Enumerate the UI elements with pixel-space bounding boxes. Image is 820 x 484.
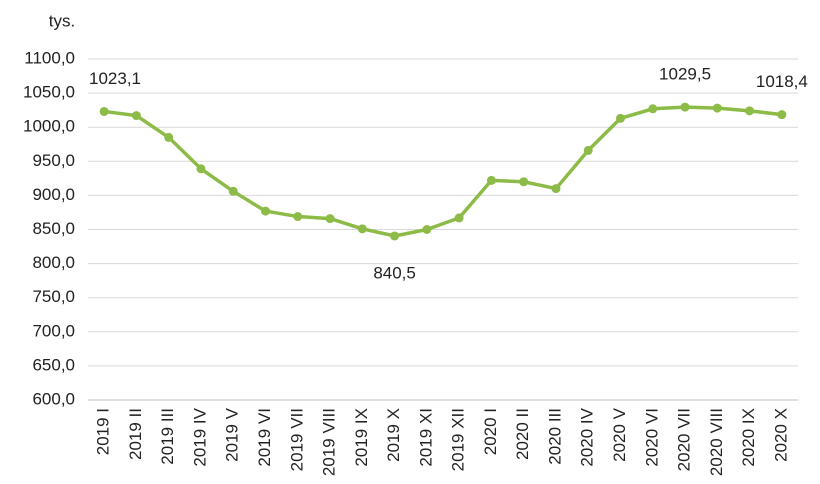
marker (293, 212, 303, 222)
x-tick-label: 2019 XI (416, 408, 435, 467)
marker (486, 175, 496, 185)
x-tick-label: 2019 V (223, 407, 242, 462)
x-tick-label: 2019 II (126, 408, 145, 460)
x-tick-label: 2020 IV (578, 407, 597, 466)
x-tick-label: 2020 II (513, 408, 532, 460)
y-tick-label: 750,0 (32, 287, 75, 306)
marker (712, 103, 722, 113)
x-tick-label: 2020 X (771, 408, 790, 462)
y-tick-label: 1100,0 (24, 48, 75, 67)
marker (325, 214, 335, 224)
y-axis-label: tys. (49, 11, 75, 30)
x-tick-label: 2020 VI (642, 408, 661, 467)
x-tick-label: 2019 I (94, 408, 113, 455)
x-tick-label: 2020 VII (675, 408, 694, 471)
marker (551, 184, 561, 194)
y-tick-label: 950,0 (32, 151, 75, 170)
x-tick-label: 2019 XII (449, 408, 468, 471)
data-label: 840,5 (373, 263, 416, 282)
marker (680, 102, 690, 112)
x-tick-label: 2020 III (545, 408, 564, 465)
y-tick-label: 700,0 (32, 321, 75, 340)
line (103, 105, 783, 238)
x-tick-label: 2019 IX (352, 408, 371, 467)
marker (454, 213, 464, 223)
x-tick-label: 2019 III (158, 408, 177, 465)
x-tick-label: 2019 VII (287, 408, 306, 471)
y-tick-label: 600,0 (32, 389, 75, 408)
marker (261, 206, 270, 216)
marker (196, 164, 206, 174)
marker (519, 177, 529, 187)
x-tick-label: 2019 VI (255, 408, 274, 467)
data-label: 1018,4 (756, 72, 808, 91)
data-label: 1029,5 (659, 65, 711, 84)
marker (131, 111, 141, 121)
marker (357, 224, 367, 234)
y-tick-label: 800,0 (32, 253, 75, 272)
x-tick-label: 2019 X (384, 408, 403, 462)
marker (745, 106, 755, 116)
marker (583, 145, 593, 155)
x-tick-label: 2020 IX (739, 408, 758, 467)
marker (164, 132, 174, 142)
y-tick-label: 900,0 (32, 185, 75, 204)
y-tick-label: 850,0 (32, 219, 75, 238)
marker (390, 231, 400, 241)
x-tick-label: 2020 I (481, 408, 500, 455)
marker (99, 106, 109, 116)
data-label: 1023,1 (89, 69, 141, 88)
y-tick-label: 1000,0 (23, 117, 75, 136)
x-tick-label: 2020 V (610, 407, 629, 462)
marker (648, 104, 658, 114)
x-tick-label: 2019 IV (190, 407, 209, 466)
y-tick-label: 1050,0 (23, 83, 75, 102)
marker (777, 110, 787, 120)
x-tick-label: 2019 VIII (320, 408, 339, 476)
y-tick-label: 650,0 (32, 355, 75, 374)
marker (228, 186, 238, 196)
x-tick-label: 2020 VIII (707, 408, 726, 476)
marker (422, 225, 432, 234)
marker (616, 113, 625, 123)
